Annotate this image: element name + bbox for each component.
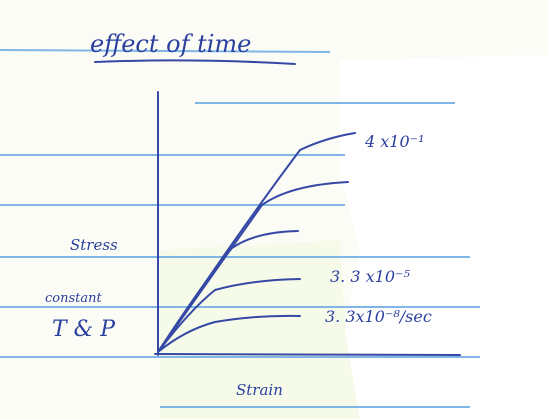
title-underline — [94, 59, 296, 65]
curve — [157, 278, 301, 353]
rule — [0, 49, 331, 53]
condition: constant — [45, 291, 102, 306]
curve — [157, 181, 349, 353]
torn-area — [340, 55, 548, 419]
curve-label: 3. 3x10⁻⁸/sec — [325, 307, 432, 326]
curve — [157, 314, 301, 353]
curve — [157, 230, 299, 353]
condition: T & P — [52, 317, 116, 342]
x-axis-label: Strain — [236, 381, 283, 399]
title: effect of time — [90, 30, 251, 58]
ruled-lines — [0, 49, 480, 408]
x-axis — [154, 353, 461, 356]
y-axis-label: Stress — [70, 236, 118, 254]
curve-label: 4 x10⁻¹ — [364, 132, 425, 151]
paper-tint — [160, 240, 360, 419]
curve-label: 3. 3 x10⁻⁵ — [330, 267, 410, 286]
